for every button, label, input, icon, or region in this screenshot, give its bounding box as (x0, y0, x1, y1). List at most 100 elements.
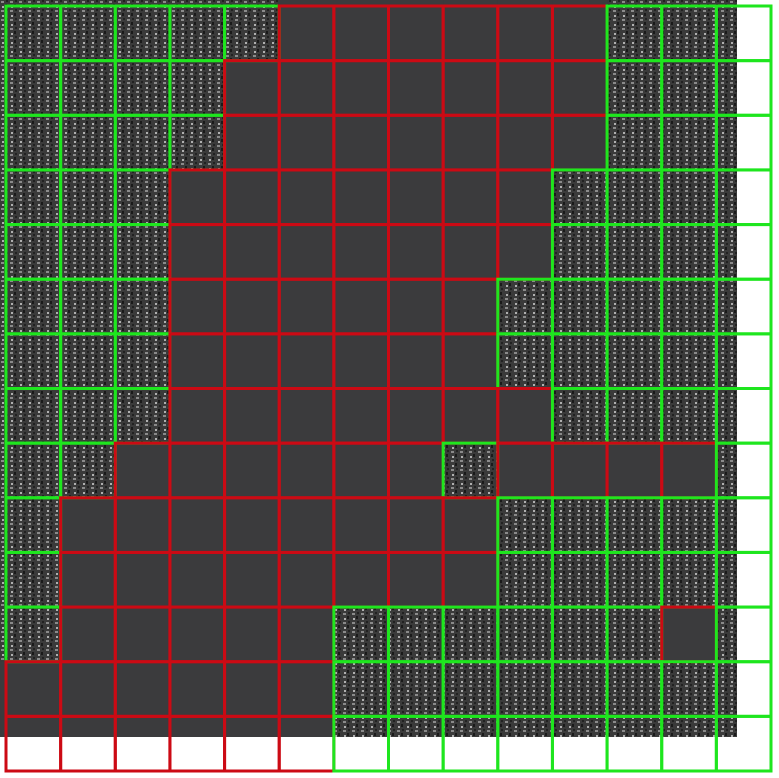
water-region (169, 333, 226, 390)
land-region (607, 552, 663, 609)
water-region (552, 0, 609, 62)
land-region (497, 716, 554, 737)
water-region (169, 388, 226, 445)
land-region (0, 169, 62, 226)
water-region (333, 552, 390, 609)
water-region (443, 60, 499, 117)
land-region (607, 169, 663, 226)
land-region (443, 607, 499, 663)
water-region (224, 60, 281, 117)
land-region (60, 443, 117, 499)
land-region (0, 0, 62, 62)
land-region (115, 60, 171, 117)
land-region (0, 279, 62, 335)
land-region (607, 115, 663, 171)
water-region (607, 443, 663, 499)
water-region (443, 552, 499, 609)
land-region (607, 388, 663, 445)
water-region (224, 115, 281, 171)
land-region (607, 661, 663, 718)
land-region (552, 661, 609, 718)
land-region (0, 443, 62, 499)
land-region (60, 60, 117, 117)
water-region (388, 388, 445, 445)
land-region (169, 0, 226, 62)
land-region (716, 607, 737, 663)
water-region (333, 115, 390, 171)
water-region (661, 607, 718, 663)
water-region (279, 552, 335, 609)
land-region (0, 388, 62, 445)
land-region (388, 661, 445, 718)
water-region (333, 279, 390, 335)
land-region (60, 115, 117, 171)
land-region (552, 169, 609, 226)
land-region (607, 0, 663, 62)
water-region (115, 607, 171, 663)
water-region (169, 607, 226, 663)
land-region (661, 279, 718, 335)
land-region (661, 716, 718, 737)
water-region (443, 388, 499, 445)
land-region (661, 0, 718, 62)
water-region (224, 607, 281, 663)
water-region (552, 60, 609, 117)
land-region (333, 661, 390, 718)
water-region (497, 443, 554, 499)
water-region (497, 115, 554, 171)
water-region (388, 115, 445, 171)
land-region (607, 607, 663, 663)
land-region (60, 279, 117, 335)
land-region (0, 552, 62, 609)
water-region (115, 443, 171, 499)
water-region (333, 443, 390, 499)
land-region (716, 169, 737, 226)
land-region (552, 333, 609, 390)
water-region (60, 661, 117, 718)
water-region (388, 169, 445, 226)
water-region (333, 224, 390, 281)
water-region (443, 333, 499, 390)
land-region (607, 716, 663, 737)
land-region (661, 497, 718, 554)
water-region (115, 497, 171, 554)
land-region (552, 552, 609, 609)
land-region (661, 333, 718, 390)
land-region (661, 224, 718, 281)
land-region (0, 333, 62, 390)
land-region (115, 115, 171, 171)
land-region (716, 552, 737, 609)
land-region (60, 0, 117, 62)
grid-cell-green (714, 714, 773, 773)
land-region (115, 279, 171, 335)
land-region (552, 607, 609, 663)
land-region (115, 388, 171, 445)
land-region (497, 279, 554, 335)
water-region (333, 333, 390, 390)
land-region (716, 60, 737, 117)
land-region (60, 388, 117, 445)
land-region (443, 716, 499, 737)
water-region (279, 388, 335, 445)
water-region (497, 388, 554, 445)
water-region (497, 169, 554, 226)
land-region (607, 497, 663, 554)
land-region (661, 661, 718, 718)
water-region (552, 443, 609, 499)
water-region (115, 661, 171, 718)
land-region (716, 497, 737, 554)
water-region (60, 716, 117, 737)
land-region (661, 169, 718, 226)
water-region (169, 169, 226, 226)
land-region (552, 497, 609, 554)
water-region (224, 388, 281, 445)
land-region (661, 60, 718, 117)
water-region (224, 661, 281, 718)
water-region (279, 443, 335, 499)
land-region (115, 0, 171, 62)
water-region (279, 333, 335, 390)
land-region (333, 607, 390, 663)
land-region (661, 388, 718, 445)
water-region (443, 224, 499, 281)
